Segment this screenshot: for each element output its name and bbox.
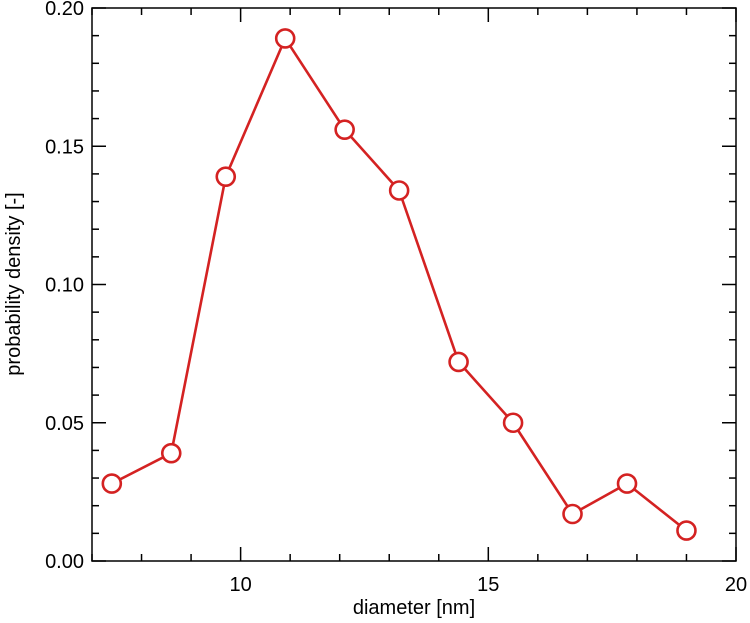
data-point	[676, 520, 697, 541]
data-point	[160, 442, 182, 464]
x-axis-label: diameter [nm]	[353, 597, 475, 619]
y-tick-label: 0.00	[45, 551, 84, 573]
data-point	[448, 351, 469, 373]
data-point	[502, 412, 524, 434]
y-tick-label: 0.05	[45, 413, 84, 435]
axis-ticks	[91, 7, 737, 562]
y-tick-label: 0.10	[45, 275, 84, 297]
data-point	[215, 166, 237, 187]
y-axis-label: probability density [-]	[3, 192, 25, 375]
x-tick-label: 10	[229, 574, 251, 596]
tick-labels: 10 15 20 0.00 0.05 0.10 0.15 0.20	[45, 0, 747, 596]
data-point	[274, 28, 296, 49]
data-point	[388, 180, 410, 201]
plot-frame	[91, 7, 737, 562]
data-point	[101, 473, 123, 494]
y-tick-label: 0.15	[45, 136, 84, 158]
data-point	[616, 473, 638, 494]
x-tick-label: 20	[725, 574, 747, 596]
x-tick-label: 15	[477, 574, 499, 596]
data-point	[562, 503, 583, 525]
series-layer	[101, 28, 697, 541]
series-line	[111, 37, 688, 532]
y-tick-label: 0.20	[45, 0, 84, 20]
data-point	[334, 119, 355, 140]
